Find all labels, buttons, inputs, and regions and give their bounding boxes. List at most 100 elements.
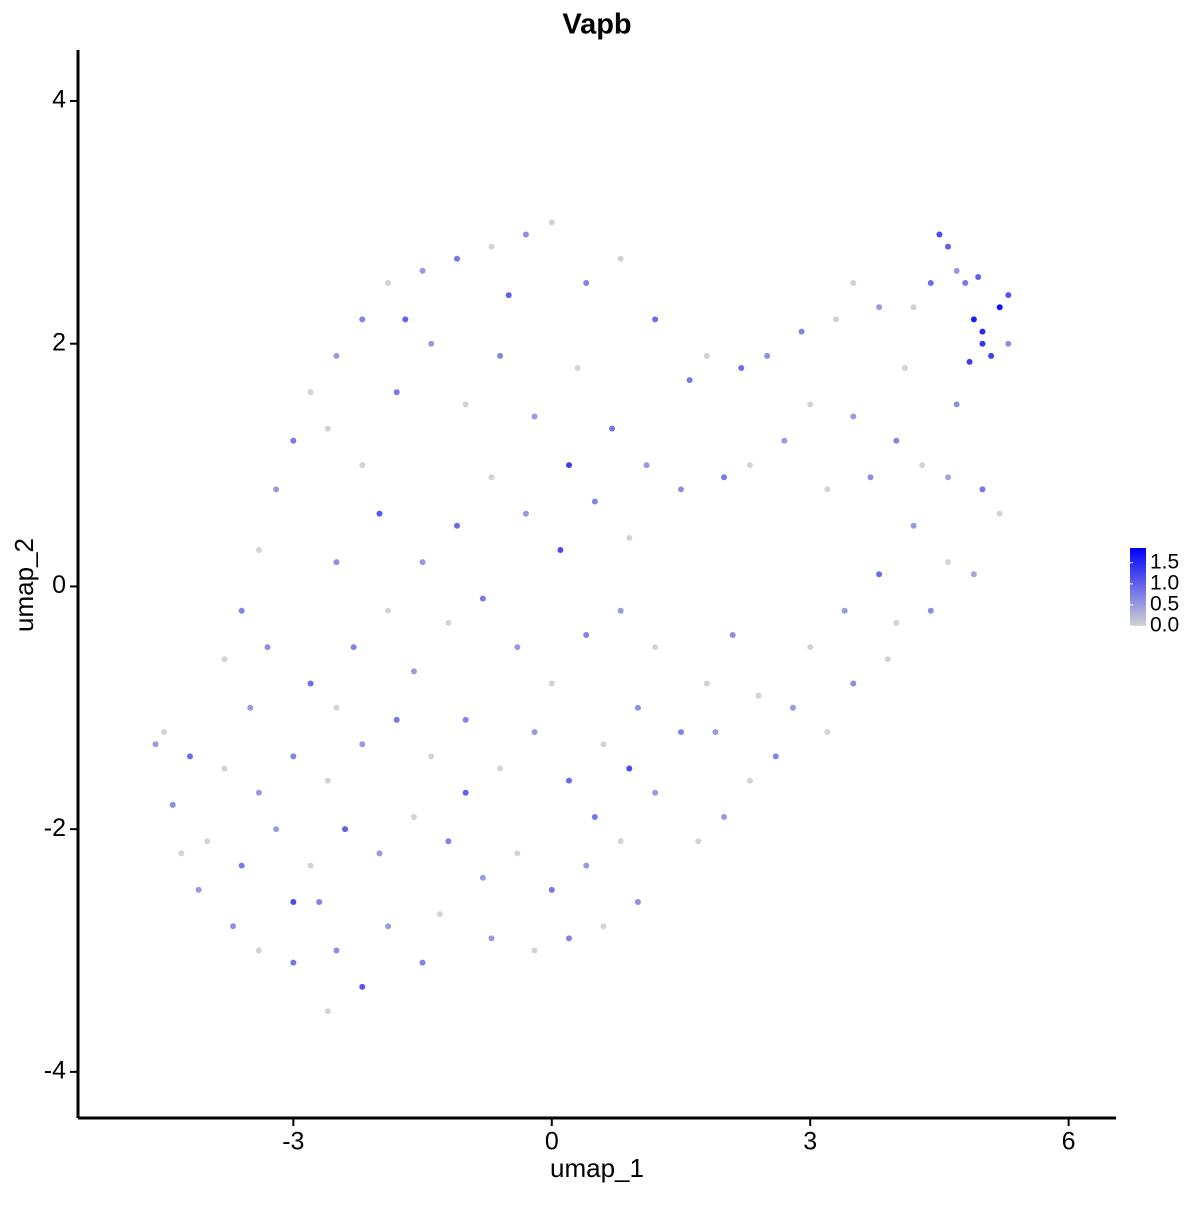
point: [316, 898, 323, 905]
point: [970, 571, 977, 578]
point: [393, 389, 400, 396]
point: [609, 425, 616, 432]
point: [376, 850, 383, 857]
point: [850, 280, 857, 287]
point: [479, 595, 486, 602]
point: [807, 401, 814, 408]
point: [583, 280, 590, 287]
point: [712, 729, 719, 736]
point: [901, 364, 908, 371]
colorbar-tick-label: 0.5: [1150, 592, 1179, 615]
point: [324, 1008, 331, 1015]
x-tick-label: 3: [803, 1128, 817, 1156]
point: [643, 462, 650, 469]
point: [945, 474, 952, 481]
point: [893, 437, 900, 444]
point: [703, 680, 710, 687]
point: [566, 935, 573, 942]
point: [359, 462, 366, 469]
colorbar-tick-label: 0.0: [1150, 614, 1179, 637]
point: [850, 680, 857, 687]
point: [359, 983, 366, 990]
colorbar: [1130, 548, 1146, 626]
point: [652, 316, 659, 323]
point: [462, 716, 469, 723]
point: [324, 777, 331, 784]
point: [255, 947, 262, 954]
point: [600, 923, 607, 930]
point: [531, 947, 538, 954]
point: [841, 607, 848, 614]
point: [247, 704, 254, 711]
point: [634, 704, 641, 711]
point: [462, 401, 469, 408]
point: [419, 267, 426, 274]
point: [755, 692, 762, 699]
y-tick-label: 0: [52, 571, 66, 599]
point: [746, 462, 753, 469]
point: [454, 255, 461, 262]
point: [161, 729, 168, 736]
point: [152, 741, 159, 748]
point: [617, 838, 624, 845]
point: [307, 680, 314, 687]
point: [798, 328, 805, 335]
x-axis-label: umap_1: [550, 1153, 644, 1183]
point: [548, 219, 555, 226]
point: [273, 486, 280, 493]
point: [566, 462, 573, 469]
point: [428, 340, 435, 347]
point: [221, 765, 228, 772]
y-axis-label: umap_2: [9, 538, 39, 632]
point: [178, 850, 185, 857]
point: [789, 704, 796, 711]
point: [428, 753, 435, 760]
point: [307, 389, 314, 396]
point: [488, 243, 495, 250]
point: [979, 340, 986, 347]
point: [333, 559, 340, 566]
point: [514, 850, 521, 857]
point: [824, 729, 831, 736]
point: [238, 607, 245, 614]
point: [721, 474, 728, 481]
point: [953, 401, 960, 408]
point: [462, 789, 469, 796]
point: [324, 425, 331, 432]
point: [807, 644, 814, 651]
point: [945, 559, 952, 566]
point: [385, 607, 392, 614]
point: [876, 571, 883, 578]
chart-title: Vapb: [562, 9, 631, 41]
point: [1005, 340, 1012, 347]
point: [876, 304, 883, 311]
point: [479, 874, 486, 881]
point: [531, 413, 538, 420]
x-tick-label: 0: [545, 1128, 559, 1156]
point: [652, 789, 659, 796]
point: [273, 826, 280, 833]
point: [410, 668, 417, 675]
point: [264, 644, 271, 651]
point: [583, 862, 590, 869]
point: [936, 231, 943, 238]
point: [738, 364, 745, 371]
point: [824, 486, 831, 493]
point: [1005, 292, 1012, 299]
colorbar-tick-label: 1.5: [1150, 550, 1179, 573]
point: [221, 656, 228, 663]
point: [497, 352, 504, 359]
point: [677, 729, 684, 736]
point: [436, 911, 443, 918]
colorbar-tick-label: 1.0: [1150, 571, 1179, 594]
point: [359, 316, 366, 323]
point: [626, 765, 633, 772]
point: [419, 959, 426, 966]
point: [333, 352, 340, 359]
point: [557, 547, 564, 554]
point: [290, 898, 297, 905]
point: [970, 316, 977, 323]
point: [600, 741, 607, 748]
point: [195, 886, 202, 893]
point: [975, 273, 982, 280]
